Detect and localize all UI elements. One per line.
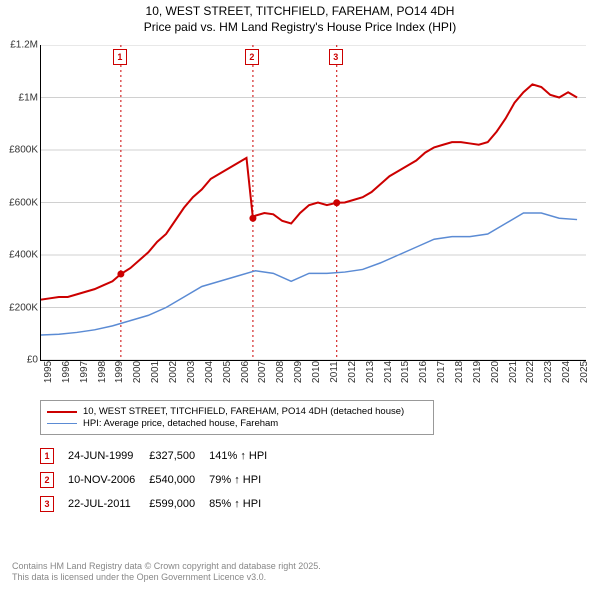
x-tick-label: 2014 <box>383 361 394 383</box>
x-tick-label: 2010 <box>311 361 322 383</box>
event-marker: 1 <box>40 448 54 464</box>
event-marker: 3 <box>40 496 54 512</box>
event-row: 2 10-NOV-2006£540,00079% ↑ HPI <box>40 468 281 492</box>
event-marker: 2 <box>40 472 54 488</box>
event-price: £327,500 <box>149 444 209 468</box>
y-tick-label: £800K <box>9 145 38 156</box>
event-row: 1 24-JUN-1999£327,500141% ↑ HPI <box>40 444 281 468</box>
legend-swatch <box>47 423 77 424</box>
x-tick-label: 2009 <box>293 361 304 383</box>
x-tick-label: 1996 <box>61 361 72 383</box>
legend-item: HPI: Average price, detached house, Fare… <box>47 418 427 429</box>
x-tick-label: 1995 <box>43 361 54 383</box>
sale-marker-3: 3 <box>329 49 343 65</box>
x-tick-label: 2008 <box>275 361 286 383</box>
x-tick-label: 2012 <box>347 361 358 383</box>
legend-swatch <box>47 411 77 413</box>
x-tick-label: 2016 <box>418 361 429 383</box>
x-tick-label: 2005 <box>222 361 233 383</box>
y-tick-label: £1M <box>19 92 38 103</box>
y-tick-label: £0 <box>27 355 38 366</box>
event-price: £540,000 <box>149 468 209 492</box>
x-tick-label: 2003 <box>186 361 197 383</box>
legend-label: 10, WEST STREET, TITCHFIELD, FAREHAM, PO… <box>83 406 404 417</box>
legend-label: HPI: Average price, detached house, Fare… <box>83 418 278 429</box>
x-tick-label: 2024 <box>561 361 572 383</box>
x-tick-label: 2002 <box>168 361 179 383</box>
footer-attribution: Contains HM Land Registry data © Crown c… <box>12 561 321 584</box>
plot-area <box>40 45 586 361</box>
event-price: £599,000 <box>149 492 209 516</box>
x-tick-label: 2004 <box>204 361 215 383</box>
legend-item: 10, WEST STREET, TITCHFIELD, FAREHAM, PO… <box>47 406 427 417</box>
x-tick-label: 1998 <box>97 361 108 383</box>
sale-marker-1: 1 <box>113 49 127 65</box>
x-tick-label: 2025 <box>579 361 590 383</box>
event-date: 22-JUL-2011 <box>68 492 149 516</box>
y-tick-label: £1.2M <box>10 40 38 51</box>
x-tick-label: 2017 <box>436 361 447 383</box>
title-line2: Price paid vs. HM Land Registry's House … <box>0 20 600 36</box>
chart-title: 10, WEST STREET, TITCHFIELD, FAREHAM, PO… <box>0 0 600 35</box>
x-tick-label: 2018 <box>454 361 465 383</box>
event-date: 24-JUN-1999 <box>68 444 149 468</box>
x-tick-label: 2000 <box>132 361 143 383</box>
legend: 10, WEST STREET, TITCHFIELD, FAREHAM, PO… <box>40 400 434 435</box>
x-tick-label: 2013 <box>365 361 376 383</box>
y-tick-label: £200K <box>9 302 38 313</box>
x-tick-label: 1997 <box>79 361 90 383</box>
y-tick-label: £400K <box>9 250 38 261</box>
event-delta: 141% ↑ HPI <box>209 444 281 468</box>
sale-marker-2: 2 <box>245 49 259 65</box>
x-tick-label: 2019 <box>472 361 483 383</box>
x-tick-label: 2007 <box>257 361 268 383</box>
footer-line2: This data is licensed under the Open Gov… <box>12 572 321 584</box>
event-row: 3 22-JUL-2011£599,00085% ↑ HPI <box>40 492 281 516</box>
x-tick-label: 2022 <box>525 361 536 383</box>
x-tick-label: 1999 <box>114 361 125 383</box>
x-tick-label: 2021 <box>508 361 519 383</box>
x-tick-label: 2011 <box>329 361 340 383</box>
x-tick-label: 2015 <box>400 361 411 383</box>
event-table: 1 24-JUN-1999£327,500141% ↑ HPI 2 10-NOV-20… <box>40 444 281 516</box>
title-line1: 10, WEST STREET, TITCHFIELD, FAREHAM, PO… <box>0 4 600 20</box>
footer-line1: Contains HM Land Registry data © Crown c… <box>12 561 321 573</box>
event-delta: 79% ↑ HPI <box>209 468 281 492</box>
x-tick-label: 2001 <box>150 361 161 383</box>
x-tick-label: 2020 <box>490 361 501 383</box>
x-tick-label: 2006 <box>240 361 251 383</box>
chart-svg <box>41 45 586 360</box>
event-date: 10-NOV-2006 <box>68 468 149 492</box>
y-tick-label: £600K <box>9 197 38 208</box>
x-tick-label: 2023 <box>543 361 554 383</box>
chart-container: { "title_line1": "10, WEST STREET, TITCH… <box>0 0 600 590</box>
event-delta: 85% ↑ HPI <box>209 492 281 516</box>
